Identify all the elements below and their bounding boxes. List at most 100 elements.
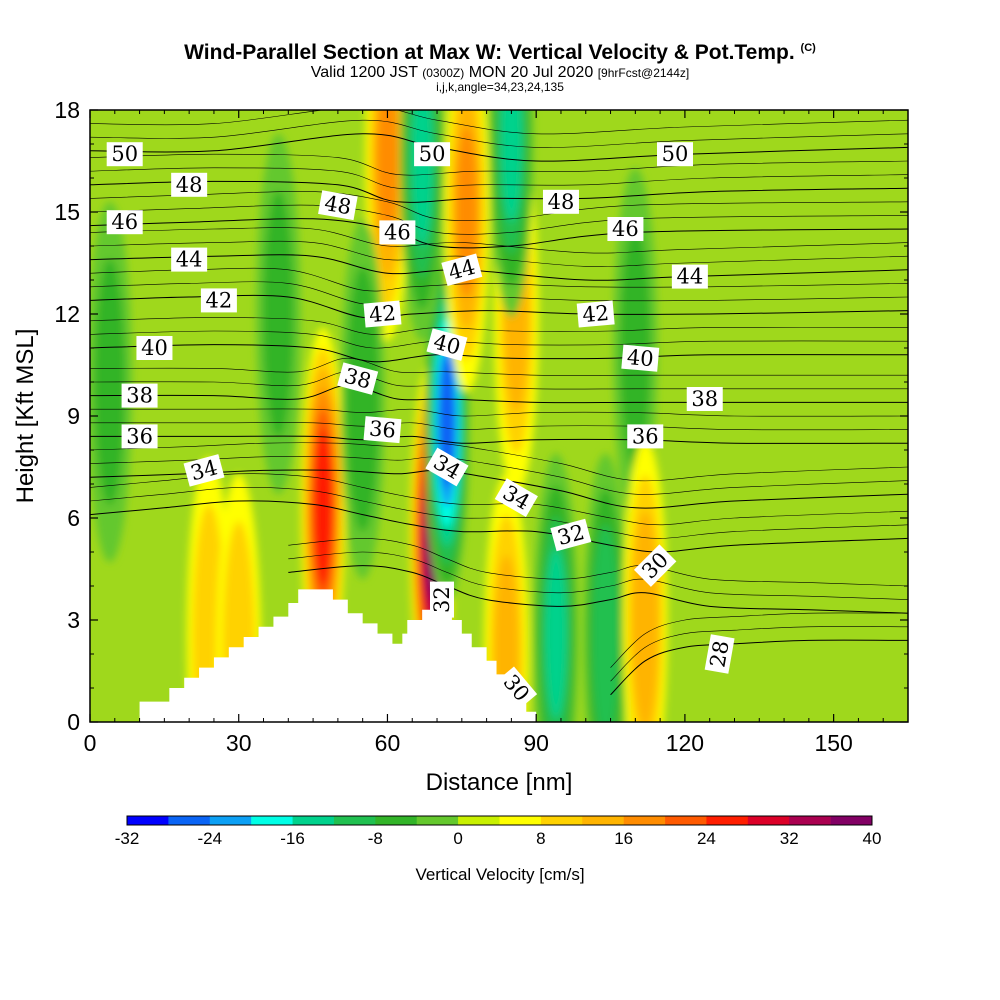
colorbar-label: Vertical Velocity [cm/s]	[415, 865, 584, 884]
contour-label-box	[704, 634, 735, 674]
colorbar-swatch	[375, 816, 418, 825]
contour-label: 46	[379, 220, 416, 245]
y-tick-label: 18	[54, 97, 80, 123]
contour-label-box	[671, 264, 708, 289]
contour-label-text: 32	[430, 586, 454, 613]
colorbar-tick-label: -24	[197, 829, 222, 848]
colorbar-tick-label: 24	[697, 829, 716, 848]
x-axis-label: Distance [nm]	[426, 769, 573, 796]
contour-label-box	[576, 300, 615, 328]
contour-label-box	[494, 478, 538, 517]
contour-label-text: 28	[705, 639, 733, 669]
theta-contour-minor	[90, 486, 908, 539]
theta-contour-minor	[90, 191, 908, 222]
contour-label-box	[106, 210, 143, 235]
subtitle-utc: (0300Z)	[422, 66, 465, 80]
theta-contour-minor	[90, 240, 908, 267]
contour-label: 28	[704, 634, 735, 674]
colorbar-swatch	[582, 816, 624, 825]
contour-label-text: 48	[323, 191, 353, 219]
contour-label: 40	[621, 344, 660, 372]
colorbar-tick-label: 8	[536, 829, 545, 848]
contour-label: 48	[171, 172, 208, 197]
colorbar-swatch	[747, 816, 790, 825]
subtitle-fcst: [9hrFcst@2144z]	[597, 66, 690, 80]
w-level	[377, 110, 398, 246]
w-level	[456, 127, 478, 297]
theta-contour-minor	[90, 317, 908, 335]
contour-label-box	[495, 666, 538, 710]
theta-contour-minor	[90, 442, 908, 482]
contour-label-text: 38	[691, 387, 718, 411]
theta-contour-minor	[90, 281, 908, 305]
contour-label-text: 42	[581, 301, 610, 327]
colorbar-swatch	[209, 816, 252, 825]
colorbar-swatch	[168, 816, 211, 825]
theta-contour	[90, 218, 908, 249]
colorbar-tick-label: 16	[614, 829, 633, 848]
contour-label-text: 50	[662, 142, 689, 166]
contour-label-box	[656, 142, 693, 167]
colorbar-swatch	[416, 816, 459, 825]
contour-label: 50	[106, 142, 143, 167]
contour-label-box	[633, 544, 677, 587]
subtitle-valid: Valid 1200 JST	[310, 64, 418, 81]
y-tick-label: 12	[54, 301, 80, 327]
colorbar-swatch	[789, 816, 831, 825]
theta-contour-minor	[90, 357, 908, 376]
contour-label: 32	[429, 581, 454, 618]
contour-label: 48	[542, 189, 579, 214]
contour-label-text: 36	[126, 424, 153, 448]
contour-label-box	[429, 581, 454, 618]
w-feature-downdraft	[583, 453, 628, 722]
theta-contour-minor	[90, 267, 908, 292]
contour-label: 42	[200, 288, 237, 313]
theta-contour-minor	[90, 204, 908, 235]
contour-label-text: 46	[384, 220, 411, 244]
x-tick-label: 30	[226, 730, 252, 756]
w-level	[263, 190, 294, 438]
theta-contour-minor	[610, 612, 908, 668]
colorbar-tick-label: -32	[115, 829, 140, 848]
w-level	[631, 511, 659, 722]
colorbar-swatch	[499, 816, 542, 825]
contour-label: 48	[318, 190, 358, 221]
contour-label: 42	[363, 300, 402, 328]
w-feature-downdraft	[256, 133, 301, 495]
title-tag: (C)	[800, 42, 816, 54]
theta-contour-minor	[90, 227, 908, 254]
contour-label-box	[363, 416, 402, 444]
contour-label: 40	[426, 328, 468, 361]
contour-label-box	[686, 387, 723, 411]
contour-label: 50	[656, 142, 693, 167]
contour-label-box	[425, 447, 469, 487]
w-level	[494, 555, 519, 722]
contour-label-box	[441, 253, 483, 287]
contour-label-box	[200, 288, 237, 313]
colorbar: -32 -24 -16 -8 0 8 16 24 32 40	[115, 815, 881, 848]
colorbar-swatch	[292, 816, 335, 825]
contour-label-text: 36	[368, 416, 397, 442]
theta-contour-minor	[90, 408, 908, 417]
y-axis-label: Height [Kft MSL]	[12, 329, 39, 504]
x-tick-label: 150	[814, 730, 852, 756]
terrain	[139, 589, 537, 722]
contour-label: 46	[607, 217, 644, 241]
contour-label-box	[414, 142, 451, 167]
colorbar-frame	[126, 815, 873, 826]
colorbar-tick-label: 32	[780, 829, 799, 848]
x-tick-label: 0	[84, 730, 97, 756]
contour-label-text: 44	[676, 265, 703, 289]
contour-label-text: 48	[176, 173, 203, 197]
contour-label: 36	[627, 424, 664, 449]
theta-contour-minor	[90, 153, 908, 176]
theta-contour-minor	[288, 551, 908, 600]
w-level	[592, 524, 619, 722]
contour-label-box	[337, 362, 379, 395]
w-feature-updraft	[300, 327, 346, 688]
contour-label-text: 50	[111, 142, 138, 166]
contour-label: 46	[106, 210, 143, 235]
contour-label-box	[379, 220, 416, 245]
